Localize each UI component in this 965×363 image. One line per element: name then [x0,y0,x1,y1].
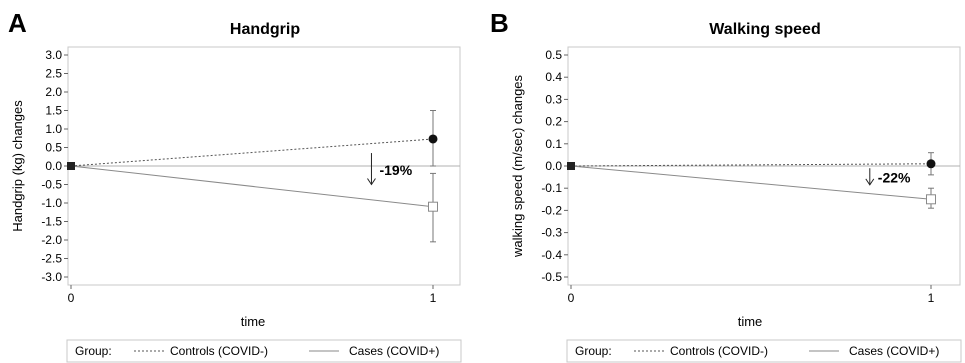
data-point [428,134,438,144]
y-tick-label: -0.1 [541,181,562,195]
y-tick-label: -0.3 [541,226,562,240]
y-tick-label: 0.1 [545,137,562,151]
y-tick-label: -2.5 [41,252,62,266]
y-tick-label: -0.5 [541,270,562,284]
y-tick-label: 0.5 [545,48,562,62]
y-tick-label: 0.0 [45,159,62,173]
baseline-marker [67,162,75,170]
chart-title: Walking speed [709,21,820,38]
y-tick-label: 1.5 [45,104,62,118]
y-axis-label: walking speed (m/sec) changes [510,74,525,258]
y-tick-label: 0.5 [45,141,62,155]
y-tick-label: 1.0 [45,122,62,136]
x-axis-label: time [241,314,266,329]
legend-title: Group: [575,344,612,358]
legend-title: Group: [75,344,112,358]
y-tick-label: -0.4 [541,248,562,262]
y-tick-label: 0.0 [545,159,562,173]
x-tick-label: 1 [430,291,437,305]
series-line-1 [70,165,434,208]
x-tick-label: 0 [68,291,75,305]
y-tick-label: 0.4 [545,70,562,84]
annotation-label: -22% [878,170,911,186]
y-tick-label: -0.5 [41,178,62,192]
y-tick-label: 0.3 [545,92,562,106]
x-tick-label: 0 [568,291,575,305]
y-tick-label: 0.2 [545,115,562,129]
y-tick-label: 3.0 [45,48,62,62]
series-line-1 [570,165,932,200]
data-point [926,194,936,205]
y-tick-label: -2.0 [41,233,62,247]
y-axis-label: Handgrip (kg) changes [10,100,25,232]
panel-a: A Handgrip 3.0 2.5 2.0 1.5 1.0 0.5 0.0 -0.5 -1.0 -1… [8,8,462,363]
series-line-0 [570,163,932,167]
y-tick-label: -1.5 [41,215,62,229]
y-tick-label: -1.0 [41,196,62,210]
y-tick-label: -0.2 [541,203,562,217]
x-tick-label: 1 [928,291,935,305]
panel-b: B Walking speed 0.5 0.4 0.3 0.2 0.1 0.0 -0.1 -0.2… [490,8,962,363]
annotation-arrowhead [367,178,376,186]
panel-letter: B [490,8,509,38]
annotation-label: -19% [379,162,412,178]
legend-label-controls: Controls (COVID-) [170,344,268,358]
annotation-arrowhead [865,178,875,186]
y-tick-label: 2.0 [45,85,62,99]
data-point [926,159,936,169]
legend-box [66,339,462,363]
panel-letter: A [8,8,27,38]
chart-title: Handgrip [230,21,300,38]
x-axis-label: time [738,314,763,329]
legend-label-cases: Cases (COVID+) [849,344,939,358]
y-tick-label: -3.0 [41,270,62,284]
baseline-marker [567,162,575,170]
y-tick-label: 2.5 [45,67,62,81]
legend-label-cases: Cases (COVID+) [349,344,439,358]
series-line-0 [70,138,434,167]
data-point [428,201,438,212]
legend-box [566,339,962,363]
legend-label-controls: Controls (COVID-) [670,344,768,358]
